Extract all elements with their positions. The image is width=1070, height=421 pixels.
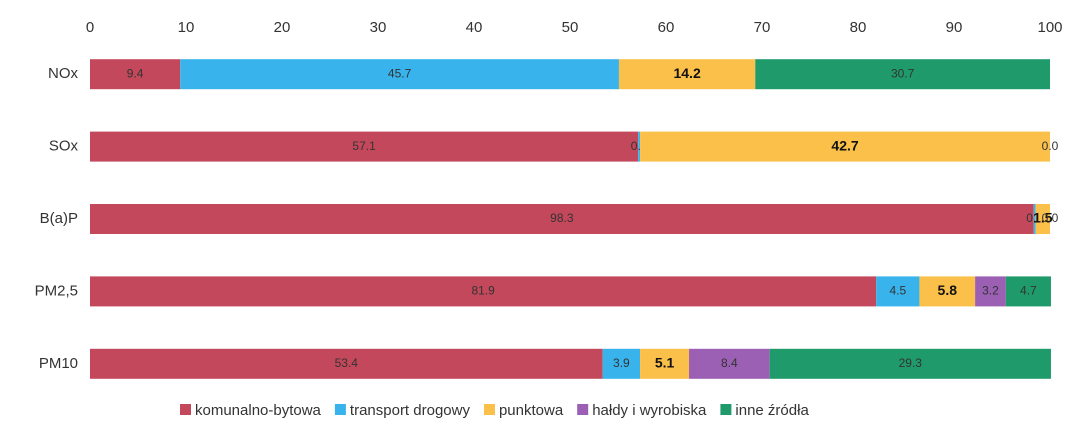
value-label: 0.0 [1042, 211, 1059, 225]
value-label: 4.7 [1020, 284, 1037, 298]
value-label: 3.2 [982, 284, 999, 298]
x-tick-label: 60 [658, 19, 675, 36]
y-tick-label: SOx [49, 138, 79, 155]
y-tick-label: NOx [48, 65, 79, 82]
bar-segment [638, 131, 641, 162]
y-tick-label: PM10 [39, 355, 78, 372]
bar-segment [640, 131, 1050, 162]
value-label: 8.4 [721, 356, 738, 370]
bar-segment [755, 59, 1050, 90]
x-tick-label: 30 [370, 19, 387, 36]
y-tick-label: PM2,5 [35, 282, 78, 299]
bar-segment [876, 276, 920, 307]
bar-segment [769, 348, 1051, 379]
legend-label: komunalno-bytowa [195, 402, 322, 419]
bar-segment [180, 59, 619, 90]
value-label: 1.5 [1033, 210, 1053, 226]
legend-label: hałdy i wyrobiska [592, 402, 707, 419]
legend-swatch [180, 404, 191, 415]
x-tick-label: 10 [178, 19, 195, 36]
bar-segment [90, 59, 181, 90]
value-label: 0.0 [1042, 139, 1059, 153]
value-label: 57.1 [352, 139, 376, 153]
bar-segment [90, 276, 877, 307]
x-tick-label: 50 [562, 19, 579, 36]
bar-segment [689, 348, 770, 379]
y-tick-label: B(a)P [40, 210, 78, 227]
x-tick-label: 80 [850, 19, 867, 36]
value-label: 53.4 [335, 356, 359, 370]
value-label: 81.9 [471, 284, 495, 298]
value-label: 14.2 [673, 65, 700, 81]
value-label: 4.5 [889, 284, 906, 298]
legend-swatch [483, 404, 495, 415]
x-tick-label: 40 [466, 19, 483, 36]
value-label: 5.8 [938, 282, 958, 298]
value-label: 98.3 [550, 211, 574, 225]
x-tick-label: 100 [1037, 19, 1062, 36]
legend-label: transport drogowy [350, 402, 471, 419]
value-label: 30.7 [891, 66, 915, 80]
value-label: 9.4 [127, 66, 144, 80]
bar-segment [640, 348, 690, 379]
legend-label: inne źródła [735, 402, 809, 419]
legend-label: punktowa [499, 402, 564, 419]
value-label: 42.7 [831, 137, 858, 153]
bar-segment [919, 276, 976, 307]
legend-swatch [577, 404, 589, 415]
bar-segment [618, 59, 756, 90]
value-label: 29.3 [899, 356, 923, 370]
value-label: 45.7 [388, 66, 412, 80]
bar-segment [1005, 276, 1051, 307]
x-tick-label: 20 [274, 19, 291, 36]
x-tick-label: 90 [946, 19, 963, 36]
bar-segment [975, 276, 1006, 307]
value-label: 3.9 [613, 356, 630, 370]
bar-segment [90, 131, 639, 162]
x-tick-label: 0 [86, 19, 94, 36]
bar-segment [1033, 204, 1036, 234]
bar-segment [90, 348, 603, 379]
bar-segment [90, 204, 1034, 234]
legend-swatch [720, 404, 732, 415]
x-tick-label: 70 [754, 19, 771, 36]
value-label: 5.1 [655, 355, 675, 371]
legend-swatch [334, 404, 346, 415]
bar-segment [1035, 204, 1050, 234]
bar-segment [602, 348, 641, 379]
